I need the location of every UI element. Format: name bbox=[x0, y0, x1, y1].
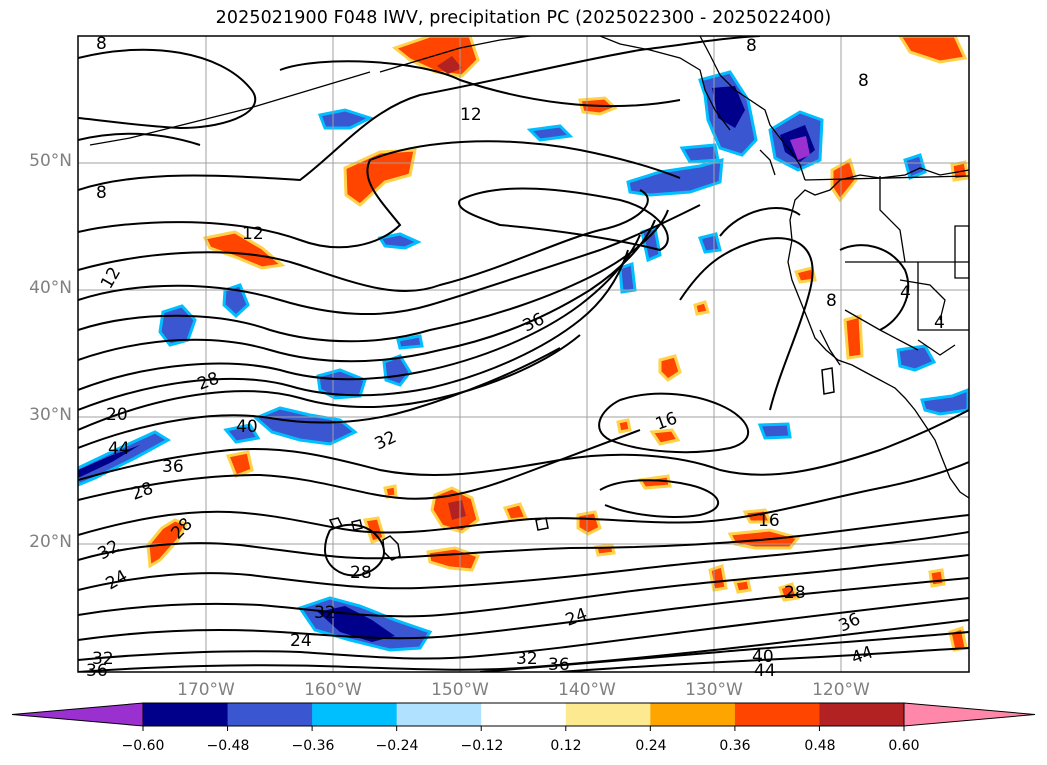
chart-title: 2025021900 F048 IWV, precipitation PC (2… bbox=[215, 8, 832, 28]
lon-label: 160°W bbox=[304, 680, 362, 700]
iwv-contours bbox=[78, 36, 969, 672]
lat-label: 50°N bbox=[29, 151, 72, 171]
colorbar bbox=[11, 702, 1036, 731]
contour-label: 4 bbox=[934, 313, 945, 333]
colorbar-segment bbox=[481, 703, 567, 726]
contour-label: 8 bbox=[746, 36, 757, 56]
contour-label: 4 bbox=[900, 283, 911, 303]
lon-label: 150°W bbox=[431, 680, 489, 700]
colorbar-tick-label: −0.12 bbox=[460, 738, 504, 754]
contour-label: 40 bbox=[236, 417, 258, 437]
contour-label: 36 bbox=[86, 661, 108, 681]
contour-label: 32 bbox=[314, 603, 336, 623]
contour-label: 44 bbox=[108, 439, 130, 459]
lon-label: 140°W bbox=[558, 680, 616, 700]
colorbar-tick-label: −0.60 bbox=[121, 738, 165, 754]
colorbar-tick-label: −0.36 bbox=[291, 738, 335, 754]
gridlines bbox=[78, 36, 969, 672]
colorbar-tick-label: −0.24 bbox=[375, 738, 419, 754]
contour-label: 44 bbox=[754, 661, 776, 681]
lon-label: 170°W bbox=[177, 680, 235, 700]
colorbar-extend-low bbox=[11, 702, 144, 727]
contour-labels: 8 12 12 12 8 8 8 20 28 44 40 36 28 28 32… bbox=[86, 34, 945, 681]
lon-label: 130°W bbox=[685, 680, 743, 700]
contour-label: 36 bbox=[548, 655, 570, 675]
contour-label: 8 bbox=[96, 34, 107, 54]
precip-negative-patches bbox=[78, 70, 969, 652]
colorbar-tick-label: 0.48 bbox=[804, 738, 836, 754]
colorbar-segment bbox=[819, 703, 905, 726]
contour-label: 36 bbox=[162, 457, 184, 477]
contour-label: 20 bbox=[106, 405, 128, 425]
colorbar-tick-label: 0.24 bbox=[635, 738, 667, 754]
colorbar-segment bbox=[396, 703, 482, 726]
coastlines bbox=[89, 36, 969, 499]
contour-label: 8 bbox=[858, 71, 869, 91]
colorbar-tick-label: 0.36 bbox=[719, 738, 751, 754]
colorbar-segment bbox=[143, 703, 229, 726]
contour-label: 24 bbox=[290, 631, 312, 651]
colorbar-tick-label: 0.12 bbox=[550, 738, 582, 754]
colorbar-segment bbox=[565, 703, 651, 726]
contour-label: 32 bbox=[92, 649, 114, 669]
lat-label: 20°N bbox=[29, 532, 72, 552]
colorbar-segment bbox=[734, 703, 820, 726]
contour-label: 8 bbox=[826, 291, 837, 311]
lon-label: 120°W bbox=[812, 680, 870, 700]
contour-label: 12 bbox=[460, 105, 482, 125]
map-frame bbox=[77, 35, 970, 673]
contour-label: 12 bbox=[242, 224, 264, 244]
colorbar-tick-label: −0.48 bbox=[206, 738, 250, 754]
contour-label: 32 bbox=[516, 649, 538, 669]
colorbar-extend-high bbox=[903, 702, 1036, 727]
lat-label: 40°N bbox=[29, 278, 72, 298]
lat-label: 30°N bbox=[29, 405, 72, 425]
colorbar-frame bbox=[142, 702, 905, 727]
contour-label: 16 bbox=[758, 511, 780, 531]
contour-label: 28 bbox=[350, 563, 372, 583]
colorbar-tick-label: 0.60 bbox=[888, 738, 920, 754]
contour-label: 8 bbox=[96, 183, 107, 203]
contour-label: 40 bbox=[752, 647, 774, 667]
contour-label: 28 bbox=[784, 583, 806, 603]
islands bbox=[328, 367, 835, 561]
colorbar-segment bbox=[312, 703, 398, 726]
colorbar-segment bbox=[650, 703, 736, 726]
colorbar-segment bbox=[227, 703, 313, 726]
